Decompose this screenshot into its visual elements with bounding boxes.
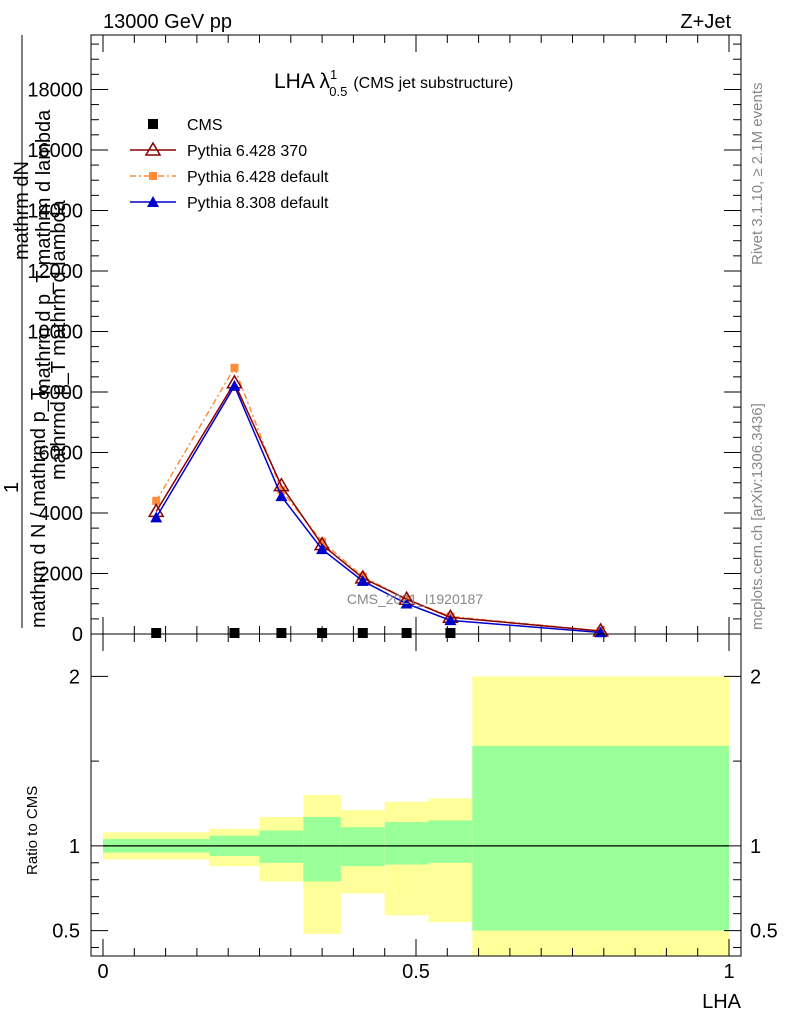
legend-marker-pythia6-370	[144, 141, 162, 156]
main-y-axis-label: mathrm dN mathrm d p_T mathrm d lambda 1…	[1, 35, 70, 628]
data-point	[228, 379, 241, 391]
main-y-tick-label: 18000	[27, 79, 83, 101]
ratio-y-tick-label: 2	[69, 666, 80, 688]
main-y-tick-label: 6000	[39, 442, 84, 464]
legend-marker-pythia6-default	[149, 172, 157, 180]
data-point	[230, 363, 239, 372]
process-label: Z+Jet	[680, 11, 731, 33]
ratio-plot: 0.5 0.5 1 1 2 2 0 0.5 1 Ratio to CMS LHA	[24, 633, 778, 1013]
series-line	[155, 384, 601, 634]
legend-marker-pythia8-default	[147, 196, 159, 207]
ratio-inner-band	[472, 745, 729, 931]
data-point	[445, 628, 456, 638]
series-pythia-8-308-default	[150, 379, 607, 638]
main-y-tick-label: 14000	[27, 200, 83, 222]
ratio-inner-band	[428, 820, 473, 863]
data-point	[150, 511, 163, 523]
main-y-tick-label: 10000	[27, 321, 83, 343]
data-point	[316, 543, 329, 555]
ratio-bands	[103, 676, 729, 956]
series-cms	[151, 628, 456, 638]
legend-label-pythia8-default: Pythia 8.308 default	[187, 195, 329, 212]
main-y-tick-label: 2000	[39, 563, 84, 585]
main-plot: 0 2000 4000 6000 8000 10000 12000 14000 16000 180…	[1, 34, 742, 646]
ratio-inner-band	[303, 817, 341, 882]
ratio-plot-frame	[90, 633, 742, 957]
x-tick-label: 0.5	[402, 961, 430, 983]
main-title: LHA λ1 0.5 (CMS jet substructure)	[274, 67, 513, 99]
y-label-denominator-sub: mathrmd p_T mathrm d lambda	[48, 199, 70, 480]
data-point	[356, 575, 369, 586]
watermark: CMS_2021_I1920187	[347, 591, 483, 607]
ratio-inner-band	[259, 830, 304, 863]
legend-label-cms: CMS	[187, 117, 223, 134]
ratio-y-tick-label: 0.5	[52, 921, 80, 943]
data-point	[152, 496, 161, 505]
legend: CMS Pythia 6.428 370 Pythia 6.428 defaul…	[130, 117, 329, 212]
rivet-label: Rivet 3.1.10, ≥ 2.1M events	[749, 83, 766, 266]
data-point	[317, 628, 328, 638]
x-axis-label: LHA	[702, 991, 742, 1013]
main-y-tick-label: 4000	[39, 503, 84, 525]
x-tick-label: 1	[723, 961, 734, 983]
main-y-tick-label: 0	[72, 624, 83, 646]
ratio-inner-band	[384, 822, 429, 865]
data-point	[318, 537, 327, 546]
ratio-y-tick-label-right: 1	[750, 836, 761, 858]
main-y-tick-label: 12000	[27, 261, 83, 283]
legend-marker-cms	[148, 119, 158, 129]
data-point	[276, 628, 287, 638]
main-axis-ticks: 0 2000 4000 6000 8000 10000 12000 14000 16000 180…	[27, 35, 741, 646]
data-point	[151, 628, 162, 638]
y-label-numerator-sub: mathrm d p_T mathrm d lambda	[33, 109, 55, 395]
ratio-y-tick-label: 1	[69, 836, 80, 858]
legend-label-pythia6-default: Pythia 6.428 default	[187, 169, 329, 186]
data-point	[229, 628, 240, 638]
data-point	[357, 628, 368, 638]
y-label-denominator: mathrm d N / mathrmd p_T	[28, 388, 50, 628]
legend-label-pythia6-370: Pythia 6.428 370	[187, 143, 307, 160]
energy-label: 13000 GeV pp	[103, 11, 232, 33]
ratio-y-label: Ratio to CMS	[24, 786, 41, 875]
x-tick-label: 0	[97, 961, 108, 983]
ratio-y-tick-label-right: 2	[750, 666, 761, 688]
mcplots-label: mcplots.cern.ch [arXiv:1306.3436]	[749, 403, 766, 630]
main-y-tick-label: 8000	[39, 382, 84, 404]
data-point	[444, 614, 457, 626]
data-point	[400, 597, 413, 609]
series-line	[155, 381, 601, 632]
main-series	[147, 363, 609, 638]
ratio-y-tick-label-right: 0.5	[750, 921, 778, 943]
main-y-tick-label: 16000	[27, 140, 83, 162]
data-point	[401, 628, 412, 638]
ratio-inner-band	[340, 827, 385, 867]
y-label-prefix: 1	[1, 482, 23, 493]
data-point	[275, 490, 288, 502]
ratio-axis-ticks: 0.5 0.5 1 1 2 2 0 0.5 1	[52, 634, 778, 983]
